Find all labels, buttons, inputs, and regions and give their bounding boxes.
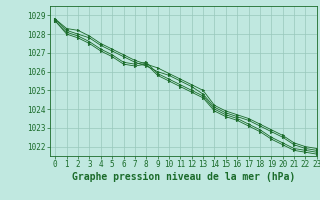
X-axis label: Graphe pression niveau de la mer (hPa): Graphe pression niveau de la mer (hPa) bbox=[72, 172, 295, 182]
